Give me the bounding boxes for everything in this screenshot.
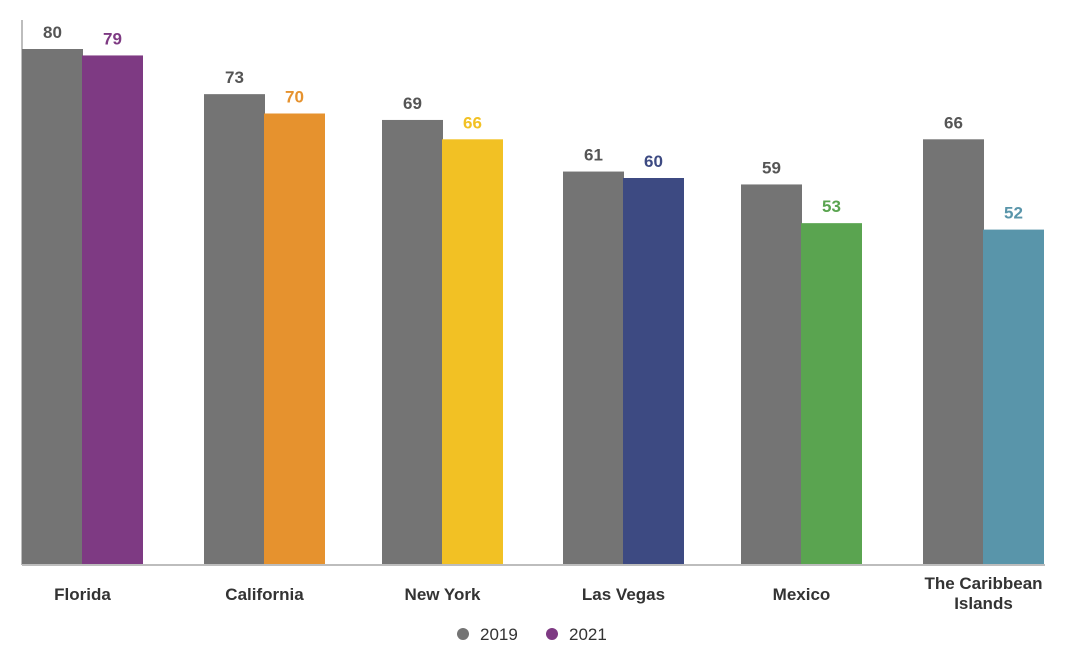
bar-mexico-2021 bbox=[801, 223, 862, 565]
category-label-new-york: New York bbox=[405, 585, 481, 604]
value-label-the-caribbean-islands-2021: 52 bbox=[1004, 204, 1023, 223]
value-label-mexico-2021: 53 bbox=[822, 197, 841, 216]
value-label-new-york-2021: 66 bbox=[463, 113, 482, 132]
bar-las-vegas-2021 bbox=[623, 178, 684, 565]
legend-marker-2021 bbox=[546, 628, 558, 640]
value-label-new-york-2019: 69 bbox=[403, 94, 422, 113]
value-label-las-vegas-2019: 61 bbox=[584, 146, 603, 165]
legend-item-2021: 2021 bbox=[546, 625, 607, 644]
category-label-las-vegas: Las Vegas bbox=[582, 585, 665, 604]
value-label-las-vegas-2021: 60 bbox=[644, 152, 663, 171]
value-label-florida-2019: 80 bbox=[43, 23, 62, 42]
category-label-florida: Florida bbox=[54, 585, 111, 604]
value-label-california-2021: 70 bbox=[285, 88, 304, 107]
legend-label-2021: 2021 bbox=[569, 625, 607, 644]
value-label-mexico-2019: 59 bbox=[762, 158, 781, 177]
category-label-the-caribbean-islands: The Caribbean Islands bbox=[924, 574, 1042, 613]
bar-florida-2021 bbox=[82, 55, 143, 565]
bar-mexico-2019 bbox=[741, 184, 802, 565]
category-labels-group: Florida California New York Las Vegas Mexico… bbox=[54, 574, 1042, 613]
bar-california-2021 bbox=[264, 113, 325, 565]
bar-the-caribbean-islands-2019 bbox=[923, 139, 984, 566]
category-label-mexico: Mexico bbox=[773, 585, 831, 604]
value-label-florida-2021: 79 bbox=[103, 29, 122, 48]
legend: 2019 2021 bbox=[457, 625, 607, 644]
bar-the-caribbean-islands-2021 bbox=[983, 229, 1044, 565]
bar-las-vegas-2019 bbox=[563, 171, 624, 566]
legend-marker-2019 bbox=[457, 628, 469, 640]
bars-group bbox=[22, 49, 1044, 566]
value-label-the-caribbean-islands-2019: 66 bbox=[944, 113, 963, 132]
category-label-california: California bbox=[225, 585, 304, 604]
bar-new-york-2021 bbox=[442, 139, 503, 566]
bar-florida-2019 bbox=[22, 49, 83, 565]
value-labels-group: 80 79 73 70 69 66 61 60 59 53 66 52 bbox=[43, 23, 1023, 223]
legend-label-2019: 2019 bbox=[480, 625, 518, 644]
value-label-california-2019: 73 bbox=[225, 68, 244, 87]
legend-item-2019: 2019 bbox=[457, 625, 518, 644]
bar-california-2019 bbox=[204, 94, 265, 566]
bar-new-york-2019 bbox=[382, 119, 443, 565]
